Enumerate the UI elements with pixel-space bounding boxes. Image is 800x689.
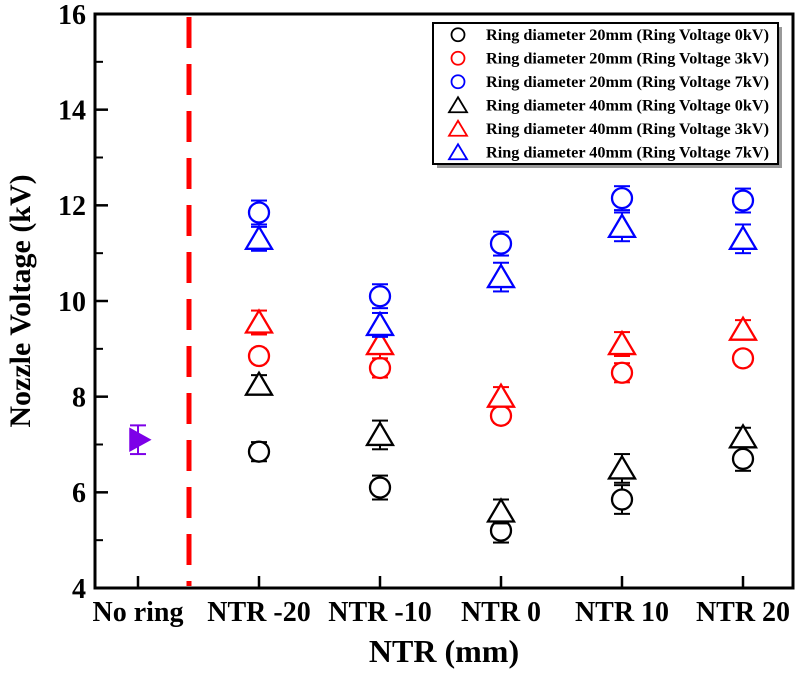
y-tick-label: 16 [58,0,86,31]
no-ring-point-right-triangle [129,427,152,452]
data-point-triangle [364,420,396,447]
data-point-triangle [606,329,638,356]
legend-marker-triangle [447,119,469,137]
data-point-circle [731,447,755,471]
y-axis-title: Nozzle Voltage (kV) [4,174,37,427]
data-point-circle [368,285,392,308]
legend-marker-circle [450,27,466,43]
data-point-triangle [727,315,759,341]
data-point-triangle [364,310,396,337]
x-tick-label: NTR -20 [207,597,310,628]
data-point-circle [489,404,513,427]
legend-entry-label: Ring diameter 20mm (Ring Voltage 3kV) [486,51,769,68]
x-tick-label: NTR 0 [461,597,541,628]
data-point-triangle [606,454,638,480]
y-tick-label: 10 [58,287,86,318]
data-point-triangle [485,497,517,523]
data-point-circle [368,356,392,380]
x-tick-label: NTR -10 [328,597,431,628]
x-tick-label: No ring [93,597,184,628]
data-point-circle [731,347,755,370]
data-point-triangle [243,308,275,334]
legend-marker-circle [450,50,466,66]
y-tick-label: 8 [72,382,86,413]
data-point-circle [368,476,392,499]
data-point-triangle [727,423,759,449]
legend-entry-label: Ring diameter 40mm (Ring Voltage 7kV) [486,145,769,162]
x-tick-label: NTR 10 [575,597,669,628]
data-point-triangle [485,382,517,408]
legend-entry-label: Ring diameter 40mm (Ring Voltage 3kV) [486,121,769,138]
y-tick-label: 12 [58,191,86,222]
y-tick-label: 4 [72,574,86,605]
legend-marker-triangle [447,95,469,114]
legend-entry-label: Ring diameter 20mm (Ring Voltage 0kV) [486,27,769,44]
data-point-triangle [485,262,517,289]
data-point-circle [610,187,634,210]
data-point-circle [247,201,271,224]
legend-entry-label: Ring diameter 40mm (Ring Voltage 0kV) [486,98,769,115]
legend-marker-triangle [447,142,469,161]
data-point-circle [247,344,271,368]
legend-entry-label: Ring diameter 20mm (Ring Voltage 7kV) [486,74,769,91]
data-point-triangle [243,370,275,396]
data-point-triangle [243,224,275,250]
data-point-triangle [606,212,638,239]
data-point-circle [489,232,513,255]
data-point-circle [731,189,755,212]
data-point-circle [610,488,634,511]
legend-box [432,22,779,165]
y-tick-label: 14 [58,95,86,126]
data-point-triangle [364,329,396,356]
y-tick-label: 6 [72,478,86,509]
data-point-circle [610,361,634,384]
x-axis-title: NTR (mm) [369,633,519,669]
data-point-triangle [727,224,759,250]
data-point-circle [247,440,271,463]
legend-marker-circle [450,74,466,90]
x-tick-label: NTR 20 [696,597,790,628]
